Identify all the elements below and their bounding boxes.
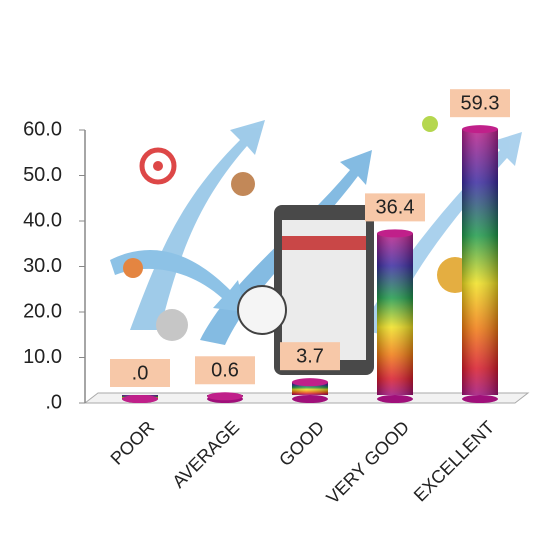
value-label: 36.4 <box>376 197 415 219</box>
bar <box>462 125 498 403</box>
bar-bottom <box>377 395 413 403</box>
y-tick-label: 30.0 <box>23 255 62 277</box>
y-tick-label: .0 <box>45 391 62 413</box>
background-illustration <box>110 116 522 375</box>
bar <box>292 378 328 403</box>
value-label: .0 <box>132 362 149 384</box>
y-tick-label: 40.0 <box>23 209 62 231</box>
value-label: 3.7 <box>296 345 324 367</box>
value-label: 59.3 <box>461 92 500 114</box>
bar <box>122 395 158 403</box>
bar-bottom <box>462 395 498 403</box>
bar-bottom <box>292 395 328 403</box>
bar-top <box>292 378 328 387</box>
value-label: 0.6 <box>211 360 239 382</box>
value-label-box <box>280 342 340 371</box>
bar <box>207 392 243 403</box>
bar-top <box>207 392 243 401</box>
bar <box>377 229 413 403</box>
value-label-box <box>450 89 510 118</box>
value-label-box <box>195 356 255 385</box>
value-label-box <box>365 193 425 222</box>
x-tick-label: GOOD <box>275 417 328 470</box>
y-tick-label: 10.0 <box>23 346 62 368</box>
bar-top <box>122 395 158 403</box>
bar-shade <box>377 233 413 395</box>
x-tick-label: VERY GOOD <box>322 417 413 508</box>
y-tick-label: 60.0 <box>23 118 62 140</box>
bar-top <box>377 229 413 238</box>
x-tick-label: POOR <box>107 417 159 469</box>
bar-shade <box>462 129 498 395</box>
value-label-box <box>110 359 170 387</box>
bar-top <box>462 125 498 134</box>
x-tick-label: AVERAGE <box>168 417 243 492</box>
y-tick-label: 50.0 <box>23 164 62 186</box>
y-tick-label: 20.0 <box>23 300 62 322</box>
x-tick-label: EXCELLENT <box>410 417 498 505</box>
